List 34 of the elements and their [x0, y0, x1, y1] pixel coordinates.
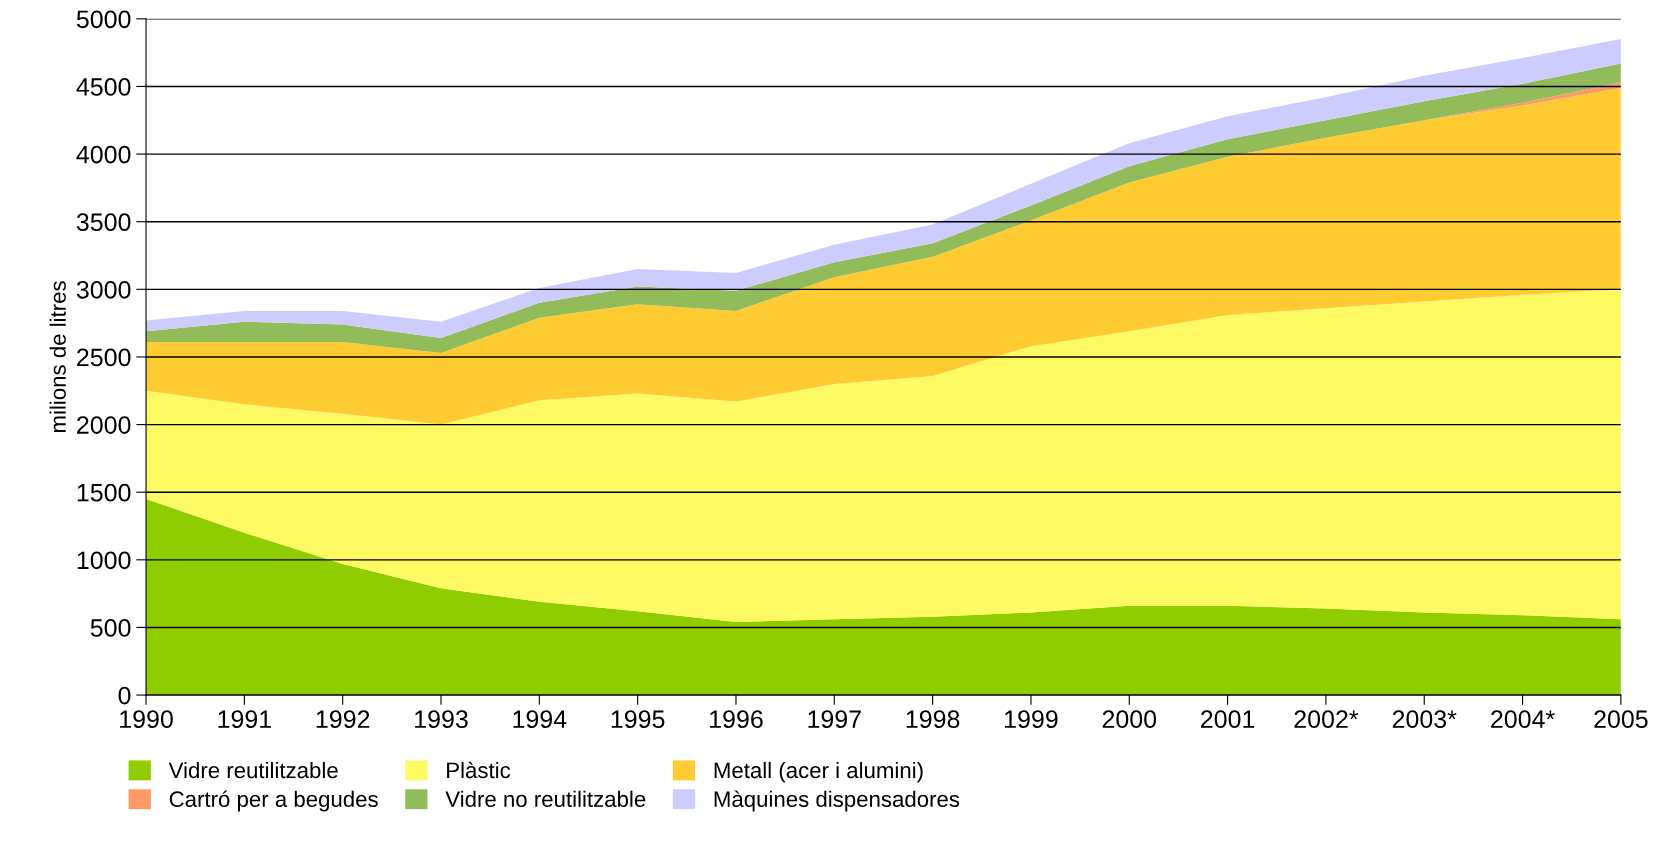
legend-label: Vidre reutilitzable — [168, 761, 338, 779]
legend-label: Vidre no reutilitzable — [445, 790, 646, 808]
x-tick-label: 1992 — [316, 710, 370, 729]
x-tick-label: 1991 — [218, 710, 271, 729]
y-tick-label: 4000 — [76, 145, 131, 164]
x-tick-label: 1999 — [1005, 710, 1058, 729]
y-tick-label: 500 — [90, 619, 131, 637]
x-tick-label: 2005 — [1594, 710, 1648, 729]
x-tick-label: 2002* — [1294, 710, 1359, 729]
x-tick-label: 1998 — [906, 710, 960, 729]
x-tick-label: 2003* — [1392, 710, 1457, 729]
x-tick-label: 2004* — [1491, 710, 1555, 729]
y-tick-label: 3000 — [76, 280, 131, 299]
y-tick-label: 1000 — [77, 551, 131, 570]
x-tick-label: 1993 — [415, 710, 468, 729]
x-tick-label: 1994 — [513, 710, 567, 729]
y-tick-label: 1500 — [77, 483, 131, 502]
legend-label: Màquines dispensadores — [714, 790, 960, 812]
y-axis-title: milions de litres — [49, 281, 66, 433]
x-tick-label: 1995 — [611, 710, 665, 729]
legend-label: Cartró per a begudes — [169, 790, 378, 812]
y-tick-label: 2000 — [77, 416, 131, 434]
x-tick-label: 1990 — [120, 710, 173, 729]
y-tick-label: 0 — [118, 686, 131, 705]
x-tick-label: 2001 — [1201, 710, 1255, 729]
y-tick-label: 4500 — [76, 78, 131, 96]
x-tick-label: 2000 — [1102, 710, 1157, 729]
x-tick-label: 1997 — [808, 710, 861, 729]
x-tick-label: 1996 — [710, 710, 763, 729]
legend-label: Metall (acer i alumini) — [714, 761, 923, 783]
y-tick-label: 2500 — [77, 348, 131, 367]
legend-label: Plàstic — [447, 761, 511, 779]
y-tick-label: 3500 — [76, 213, 131, 232]
y-tick-label: 5000 — [76, 10, 131, 29]
